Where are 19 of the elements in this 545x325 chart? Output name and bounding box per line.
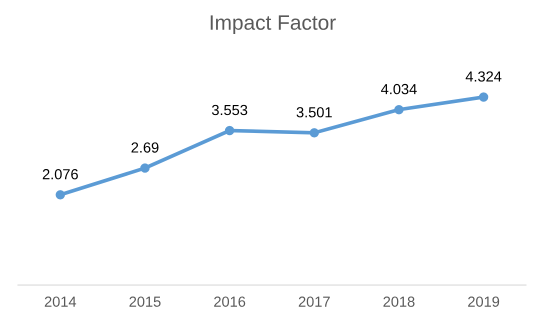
point [224,126,234,136]
data-label: 4.034 [381,84,417,94]
data-label: 3.501 [296,107,332,118]
chart-title: Impact Factor [210,15,336,34]
point [56,190,65,200]
x-tick-label: 2016 [214,296,246,307]
x-tick-label: 2015 [129,296,161,307]
x-tick-label: 2017 [298,296,330,307]
point [478,92,488,102]
data-label: 4.324 [466,71,502,82]
point [310,128,319,138]
data-label: 2.69 [132,142,158,153]
data-label: 3.553 [212,104,248,116]
point [140,163,150,173]
data-label: 2.076 [42,169,78,180]
x-tick-label: 2014 [44,296,76,307]
x-tick-label: 2018 [383,296,415,307]
point [394,104,404,114]
x-tick-label: 2019 [468,296,500,307]
